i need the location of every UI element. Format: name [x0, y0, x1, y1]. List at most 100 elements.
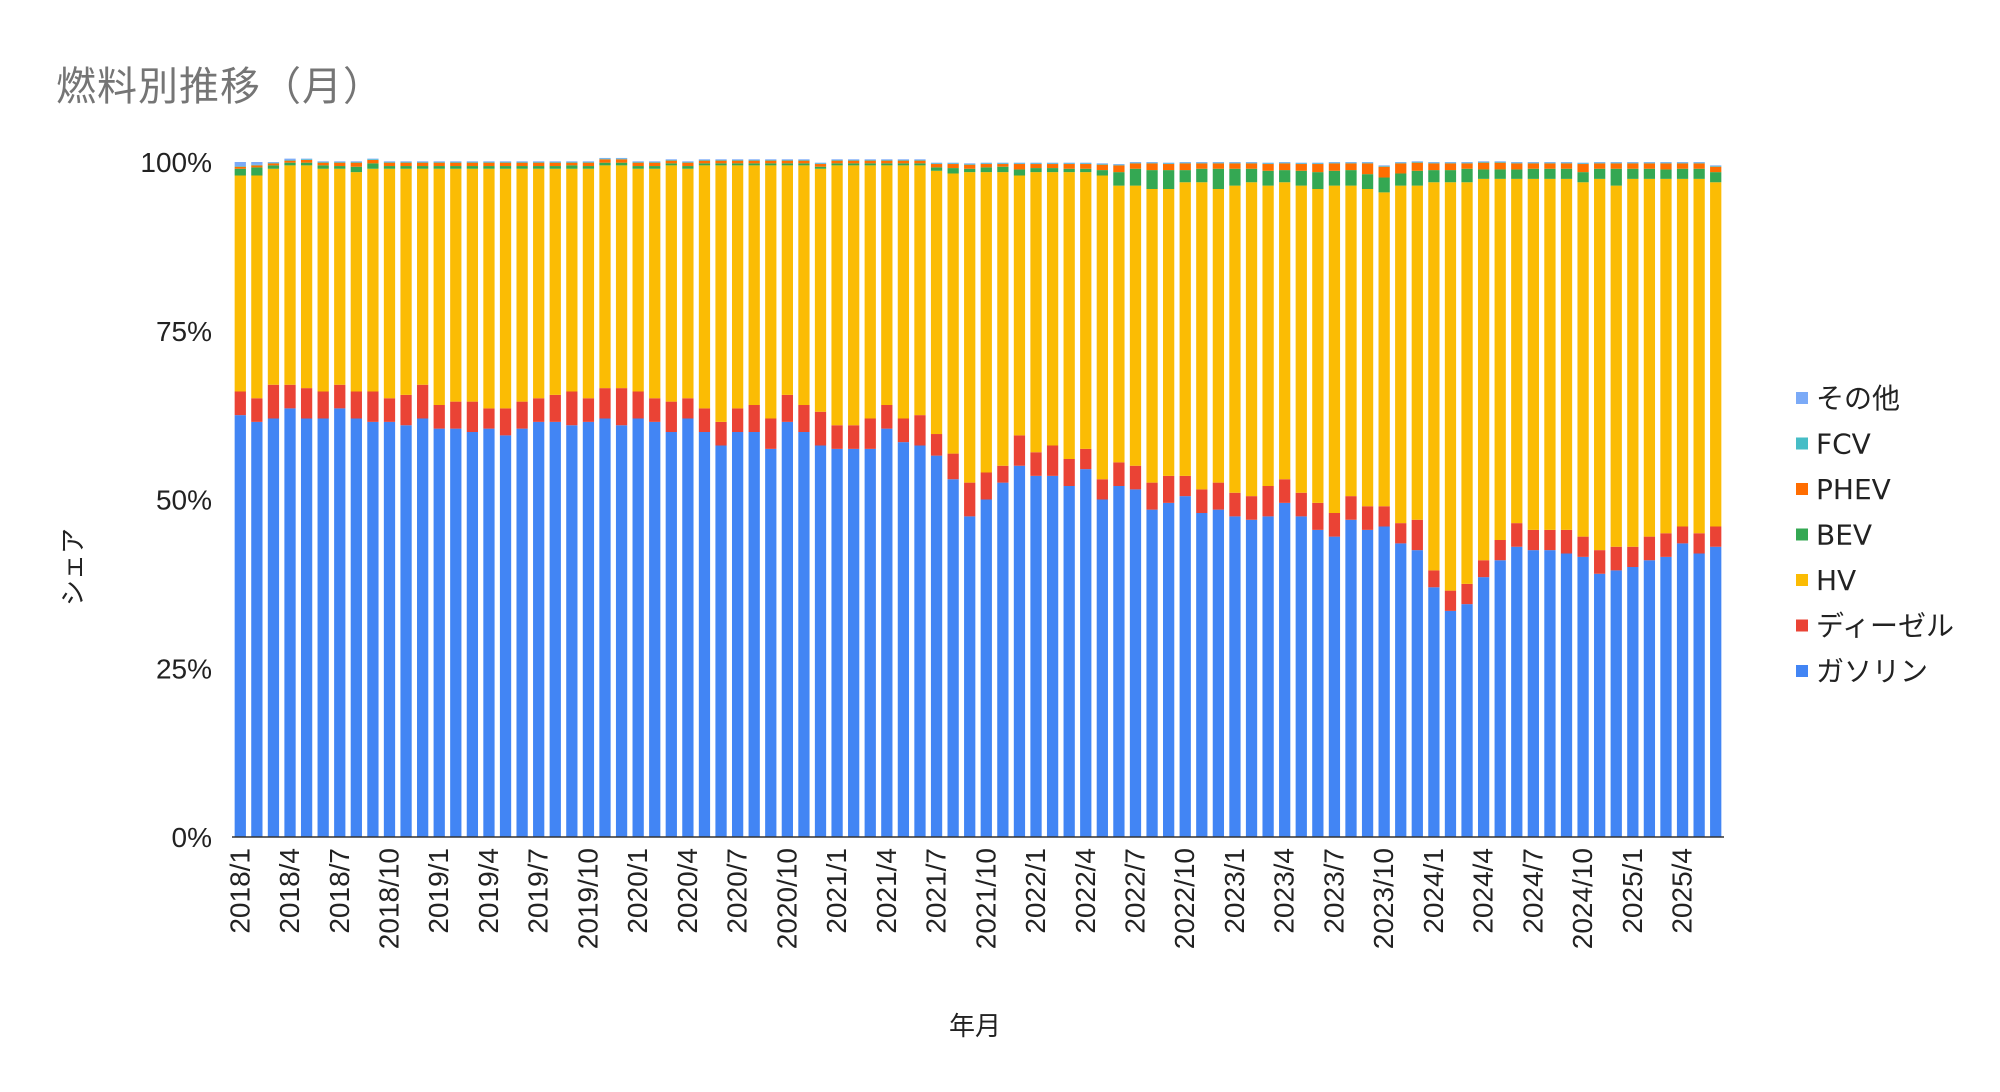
- bar-segment-2-38: [864, 165, 876, 419]
- bar-segment-0-53: [1113, 486, 1125, 837]
- bar-segment-1-84: [1627, 546, 1639, 567]
- legend-label: FCV: [1816, 428, 1871, 461]
- bar-segment-6-89: [1710, 165, 1722, 167]
- bar-segment-4-23: [615, 159, 628, 163]
- bar-segment-5-39: [881, 159, 893, 161]
- bar-segment-2-75: [1477, 178, 1490, 561]
- bar-segment-2-82: [1594, 178, 1606, 551]
- bar-segment-4-13: [450, 162, 462, 167]
- bar-segment-0-87: [1676, 543, 1689, 838]
- bar-segment-0-23: [615, 425, 628, 837]
- bar-segment-1-80: [1560, 529, 1573, 554]
- bar-segment-5-69: [1378, 166, 1390, 167]
- legend-label: PHEV: [1816, 473, 1891, 506]
- bar-segment-5-72: [1428, 162, 1440, 164]
- bar-segment-6-47: [1013, 162, 1026, 164]
- bar-segment-4-15: [483, 162, 495, 167]
- bar-segment-1-61: [1245, 496, 1258, 520]
- bar-segment-2-77: [1511, 178, 1523, 524]
- bar-segment-5-78: [1527, 162, 1539, 164]
- bar-segment-3-49: [1046, 168, 1059, 173]
- bar-segment-5-56: [1163, 163, 1175, 165]
- bar-segment-0-55: [1146, 509, 1158, 838]
- bar-segment-6-0: [234, 162, 246, 167]
- bar-segment-4-24: [632, 162, 644, 167]
- bar-segment-4-29: [715, 160, 727, 164]
- bar-segment-5-43: [947, 163, 959, 165]
- legend-label: その他: [1816, 382, 1900, 415]
- bar-segment-6-1: [251, 162, 263, 165]
- bar-segment-0-18: [533, 421, 545, 838]
- bar-segment-1-67: [1345, 496, 1357, 520]
- bar-segment-6-77: [1511, 162, 1523, 163]
- bar-segment-3-64: [1295, 170, 1307, 186]
- bar-segment-4-63: [1279, 163, 1291, 171]
- bar-segment-4-61: [1245, 163, 1258, 169]
- bar-segment-5-33: [781, 159, 793, 161]
- bar-segment-3-48: [1030, 168, 1042, 173]
- bar-segment-1-68: [1361, 506, 1374, 530]
- bar-segment-4-70: [1395, 163, 1407, 174]
- bar-segment-6-67: [1345, 162, 1357, 163]
- bar-segment-1-36: [831, 425, 843, 449]
- bar-segment-5-89: [1710, 166, 1722, 167]
- bar-segment-2-31: [748, 165, 760, 406]
- bar-segment-4-47: [1013, 164, 1026, 170]
- bar-segment-3-24: [632, 166, 644, 169]
- bar-segment-6-40: [897, 159, 910, 160]
- bar-segment-3-71: [1411, 170, 1423, 186]
- bar-segment-1-83: [1610, 546, 1622, 571]
- bar-segment-1-27: [682, 398, 694, 419]
- bar-segment-5-48: [1030, 163, 1042, 165]
- bar-segment-1-31: [748, 405, 760, 432]
- bar-segment-5-62: [1262, 163, 1274, 165]
- bar-segment-1-89: [1710, 526, 1722, 547]
- bar-segment-0-16: [499, 435, 512, 838]
- x-tick-label: 2025/4: [1667, 848, 1698, 934]
- bar-segment-3-25: [649, 166, 661, 169]
- bar-segment-5-27: [682, 162, 694, 163]
- bar-segment-2-1: [251, 175, 263, 399]
- bar-segment-3-23: [615, 162, 628, 166]
- bar-segment-4-50: [1063, 164, 1075, 169]
- bar-segment-0-57: [1179, 496, 1191, 838]
- bar-segment-1-50: [1063, 459, 1075, 486]
- bar-segment-5-25: [649, 162, 661, 163]
- bar-segment-6-34: [798, 159, 810, 160]
- bar-segment-4-27: [682, 162, 694, 167]
- legend-label: ディーゼル: [1816, 610, 1954, 643]
- x-tick-label: 2021/4: [871, 848, 902, 934]
- bar-segment-3-18: [533, 166, 545, 169]
- bar-segment-5-1: [251, 164, 263, 166]
- bar-segment-2-7: [350, 172, 362, 392]
- bar-segment-0-34: [798, 432, 810, 837]
- bar-segment-5-86: [1660, 162, 1672, 164]
- bar-segment-0-88: [1693, 553, 1705, 837]
- bar-segment-6-83: [1610, 162, 1622, 163]
- bar-segment-2-72: [1428, 182, 1440, 571]
- bar-segment-5-80: [1560, 162, 1573, 164]
- bar-segment-4-89: [1710, 166, 1722, 173]
- bar-segment-6-75: [1477, 161, 1490, 162]
- bar-segment-3-5: [317, 165, 329, 169]
- bar-segment-6-26: [665, 159, 677, 160]
- bar-segment-3-84: [1627, 168, 1639, 179]
- bar-segment-1-4: [300, 388, 313, 419]
- bar-segment-3-77: [1511, 169, 1523, 179]
- bar-segment-5-53: [1113, 164, 1125, 166]
- bar-segment-6-61: [1245, 162, 1258, 163]
- bar-segment-6-28: [698, 159, 711, 160]
- x-tick-label: 2022/4: [1070, 848, 1101, 934]
- bar-segment-3-4: [300, 162, 313, 166]
- bar-segment-2-34: [798, 165, 810, 406]
- bar-segment-0-50: [1063, 486, 1075, 837]
- bar-segment-3-38: [864, 163, 876, 166]
- bar-segment-2-86: [1660, 178, 1672, 534]
- bar-segment-4-43: [947, 164, 959, 169]
- bar-segment-2-60: [1229, 185, 1241, 493]
- bar-segment-4-85: [1643, 163, 1656, 169]
- bar-segment-3-47: [1013, 169, 1026, 176]
- bar-segment-4-87: [1676, 163, 1689, 169]
- bar-segment-0-6: [334, 408, 346, 838]
